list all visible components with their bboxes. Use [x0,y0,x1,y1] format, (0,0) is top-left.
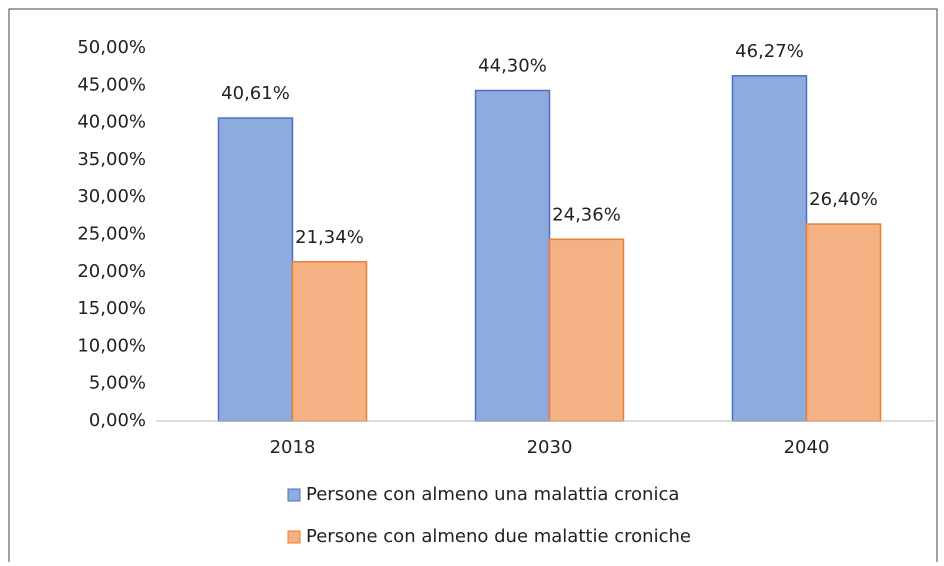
legend-swatch [287,530,301,544]
y-tick-label: 20,00% [77,261,146,282]
data-label: 24,36% [552,204,621,225]
y-tick-label: 0,00% [89,410,146,431]
data-label: 26,40% [809,189,878,210]
legend-swatch [287,488,301,502]
y-tick-label: 25,00% [77,224,146,245]
chart-border [8,8,938,562]
y-tick-label: 40,00% [77,112,146,133]
x-tick-label: 2040 [784,437,830,458]
x-tick-label: 2030 [527,437,573,458]
data-label: 40,61% [221,83,290,104]
data-label: 44,30% [478,56,547,77]
y-tick-label: 5,00% [89,373,146,394]
bar [548,238,625,422]
legend-label: Persone con almeno una malattia cronica [306,484,679,505]
y-tick-label: 10,00% [77,335,146,356]
bar [805,223,882,422]
data-label: 21,34% [295,227,364,248]
bar [291,261,368,422]
bar [474,89,551,422]
y-tick-label: 35,00% [77,149,146,170]
legend-label: Persone con almeno due malattie croniche [306,526,691,547]
y-tick-label: 50,00% [77,37,146,58]
bar [731,75,808,422]
x-tick-label: 2018 [270,437,316,458]
y-tick-label: 15,00% [77,298,146,319]
bar [217,117,294,422]
y-tick-label: 45,00% [77,74,146,95]
y-tick-label: 30,00% [77,186,146,207]
data-label: 46,27% [735,41,804,62]
